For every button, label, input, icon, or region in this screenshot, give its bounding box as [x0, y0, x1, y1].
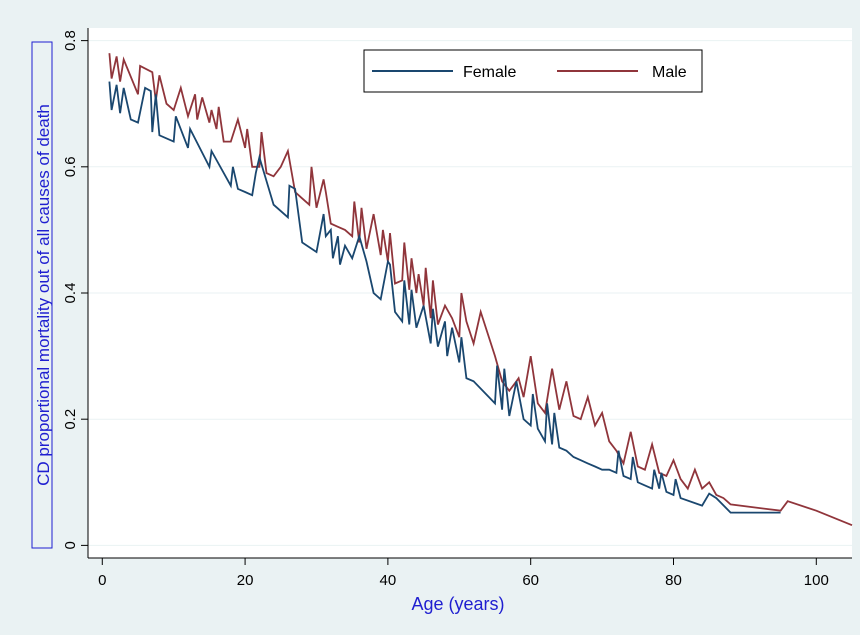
y-tick-label: 0.8 [62, 30, 79, 51]
gridlines [88, 40, 852, 546]
y-axis-label-box: CD proportional mortality out of all cau… [31, 41, 53, 549]
legend: Female Male [363, 49, 703, 93]
y-tick-label: 0.2 [62, 409, 79, 430]
series-line-female [108, 81, 781, 514]
y-tick-label: 0.6 [62, 156, 79, 177]
x-axis-label: Age (years) [411, 594, 504, 614]
x-tick-label: 60 [522, 572, 539, 589]
y-tick-label: 0.4 [62, 283, 79, 304]
x-tick-label: 100 [804, 572, 829, 589]
x-tick-label: 20 [237, 572, 254, 589]
legend-label-female: Female [463, 64, 516, 81]
y-ticks: 0 0.2 0.4 0.6 0.8 [62, 30, 88, 550]
series-layer [108, 53, 853, 527]
x-tick-label: 0 [98, 572, 106, 589]
x-tick-label: 80 [665, 572, 682, 589]
y-tick-label: 0 [62, 541, 79, 549]
series-line-male [108, 53, 853, 527]
x-tick-label: 40 [380, 572, 397, 589]
x-ticks: 0 20 40 60 80 100 [98, 558, 829, 589]
legend-label-male: Male [652, 64, 687, 81]
y-axis-label: CD proportional mortality out of all cau… [34, 104, 53, 486]
